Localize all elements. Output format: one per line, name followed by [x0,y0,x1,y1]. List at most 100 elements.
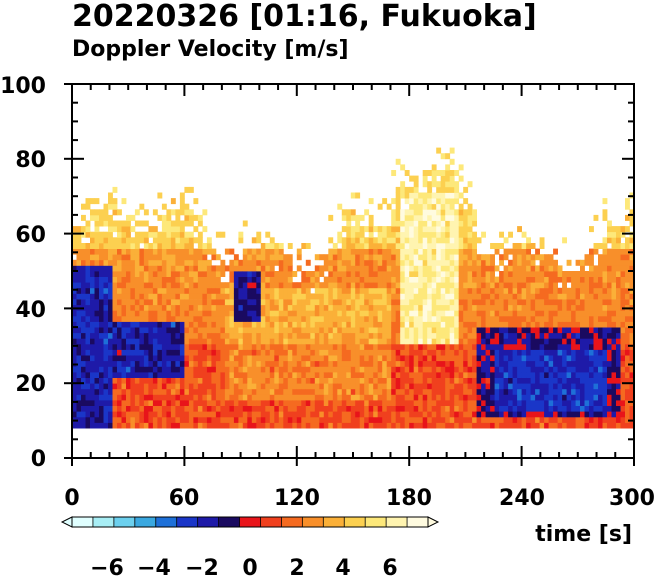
heat-cell [314,355,320,362]
heat-cell [382,276,388,283]
heat-cell [103,299,109,306]
heat-cell [103,293,109,300]
heat-cell [562,304,567,311]
heat-cell [112,299,118,306]
heat-cell [157,416,163,423]
heat-cell [233,310,239,317]
heat-cell [247,321,253,328]
heat-cell [197,310,203,317]
heat-cell [108,343,113,350]
heat-cell [616,372,621,378]
heat-cell [539,349,545,356]
heat-cell [112,198,118,205]
heat-cell [580,416,585,423]
heat-cell [233,321,239,328]
heat-cell [440,170,446,176]
heat-cell [103,405,109,412]
heat-cell [620,276,626,283]
heat-cell [117,237,122,244]
heat-cell [265,321,271,328]
heat-cell [458,377,464,384]
heat-cell [526,360,531,367]
heat-cell [395,394,401,401]
heat-cell [332,355,338,362]
heat-cell [427,276,433,283]
heat-cell [377,304,383,311]
heat-cell [607,343,612,350]
heat-cell [166,237,172,244]
heat-cell [413,377,419,384]
heat-cell [170,226,176,233]
heat-cell [364,349,370,356]
heat-cell [395,405,401,412]
heat-cell [283,400,289,406]
heat-cell [319,400,325,406]
heat-cell [319,338,325,345]
heat-cell [418,372,424,378]
heat-cell [485,383,491,390]
heat-cell [436,282,442,289]
heat-cell [526,321,531,328]
heat-cell [629,259,635,266]
heat-cell [350,383,356,390]
heat-cell [319,321,325,328]
heat-cell [233,271,239,277]
heat-cell [463,276,469,283]
heat-cell [323,343,329,350]
heat-cell [629,287,635,294]
heat-cell [76,271,82,277]
heat-cell [548,355,554,362]
heat-cell [598,405,603,412]
heat-cell [368,343,374,350]
heat-cell [580,338,585,345]
heat-cell [81,321,86,328]
heat-cell [143,349,149,356]
heat-cell [184,360,190,367]
heat-cell [197,366,203,373]
heat-cell [121,411,127,418]
heat-cell [526,304,531,311]
heat-cell [310,327,316,334]
heat-cell [99,372,104,378]
heat-cell [197,327,203,334]
heat-cell [224,293,230,300]
heat-cell [548,321,554,328]
heat-cell [602,422,608,429]
heat-cell [211,400,217,406]
heat-cell [274,276,280,283]
heat-cell [373,394,379,401]
heat-cell [296,265,302,272]
heat-cell [184,271,190,277]
heat-cell [625,315,630,322]
heat-cell [278,338,284,345]
heat-cell [481,310,486,317]
heat-cell [593,372,599,378]
heat-cell [629,405,635,412]
heat-cell [431,327,437,334]
heat-cell [364,271,370,277]
heat-cell [179,203,185,210]
heat-cell [161,282,167,289]
heat-cell [112,203,118,210]
heat-cell [607,254,612,261]
heat-cell [467,366,473,373]
heat-cell [409,293,415,300]
heat-cell [139,383,145,390]
heat-cell [103,243,109,249]
heat-cell [233,327,239,334]
heat-cell [251,405,257,412]
heat-cell [220,332,226,339]
heat-cell [328,299,334,306]
heat-cell [85,355,91,362]
heat-cell [454,226,460,233]
heat-cell [310,349,316,356]
heat-cell [512,338,518,345]
heat-cell [521,377,527,384]
heat-cell [179,226,185,233]
heat-cell [117,422,122,429]
heat-cell [247,394,253,401]
heat-cell [256,310,262,317]
heat-cell [305,243,311,249]
heat-cell [454,271,460,277]
heat-cell [404,214,410,221]
